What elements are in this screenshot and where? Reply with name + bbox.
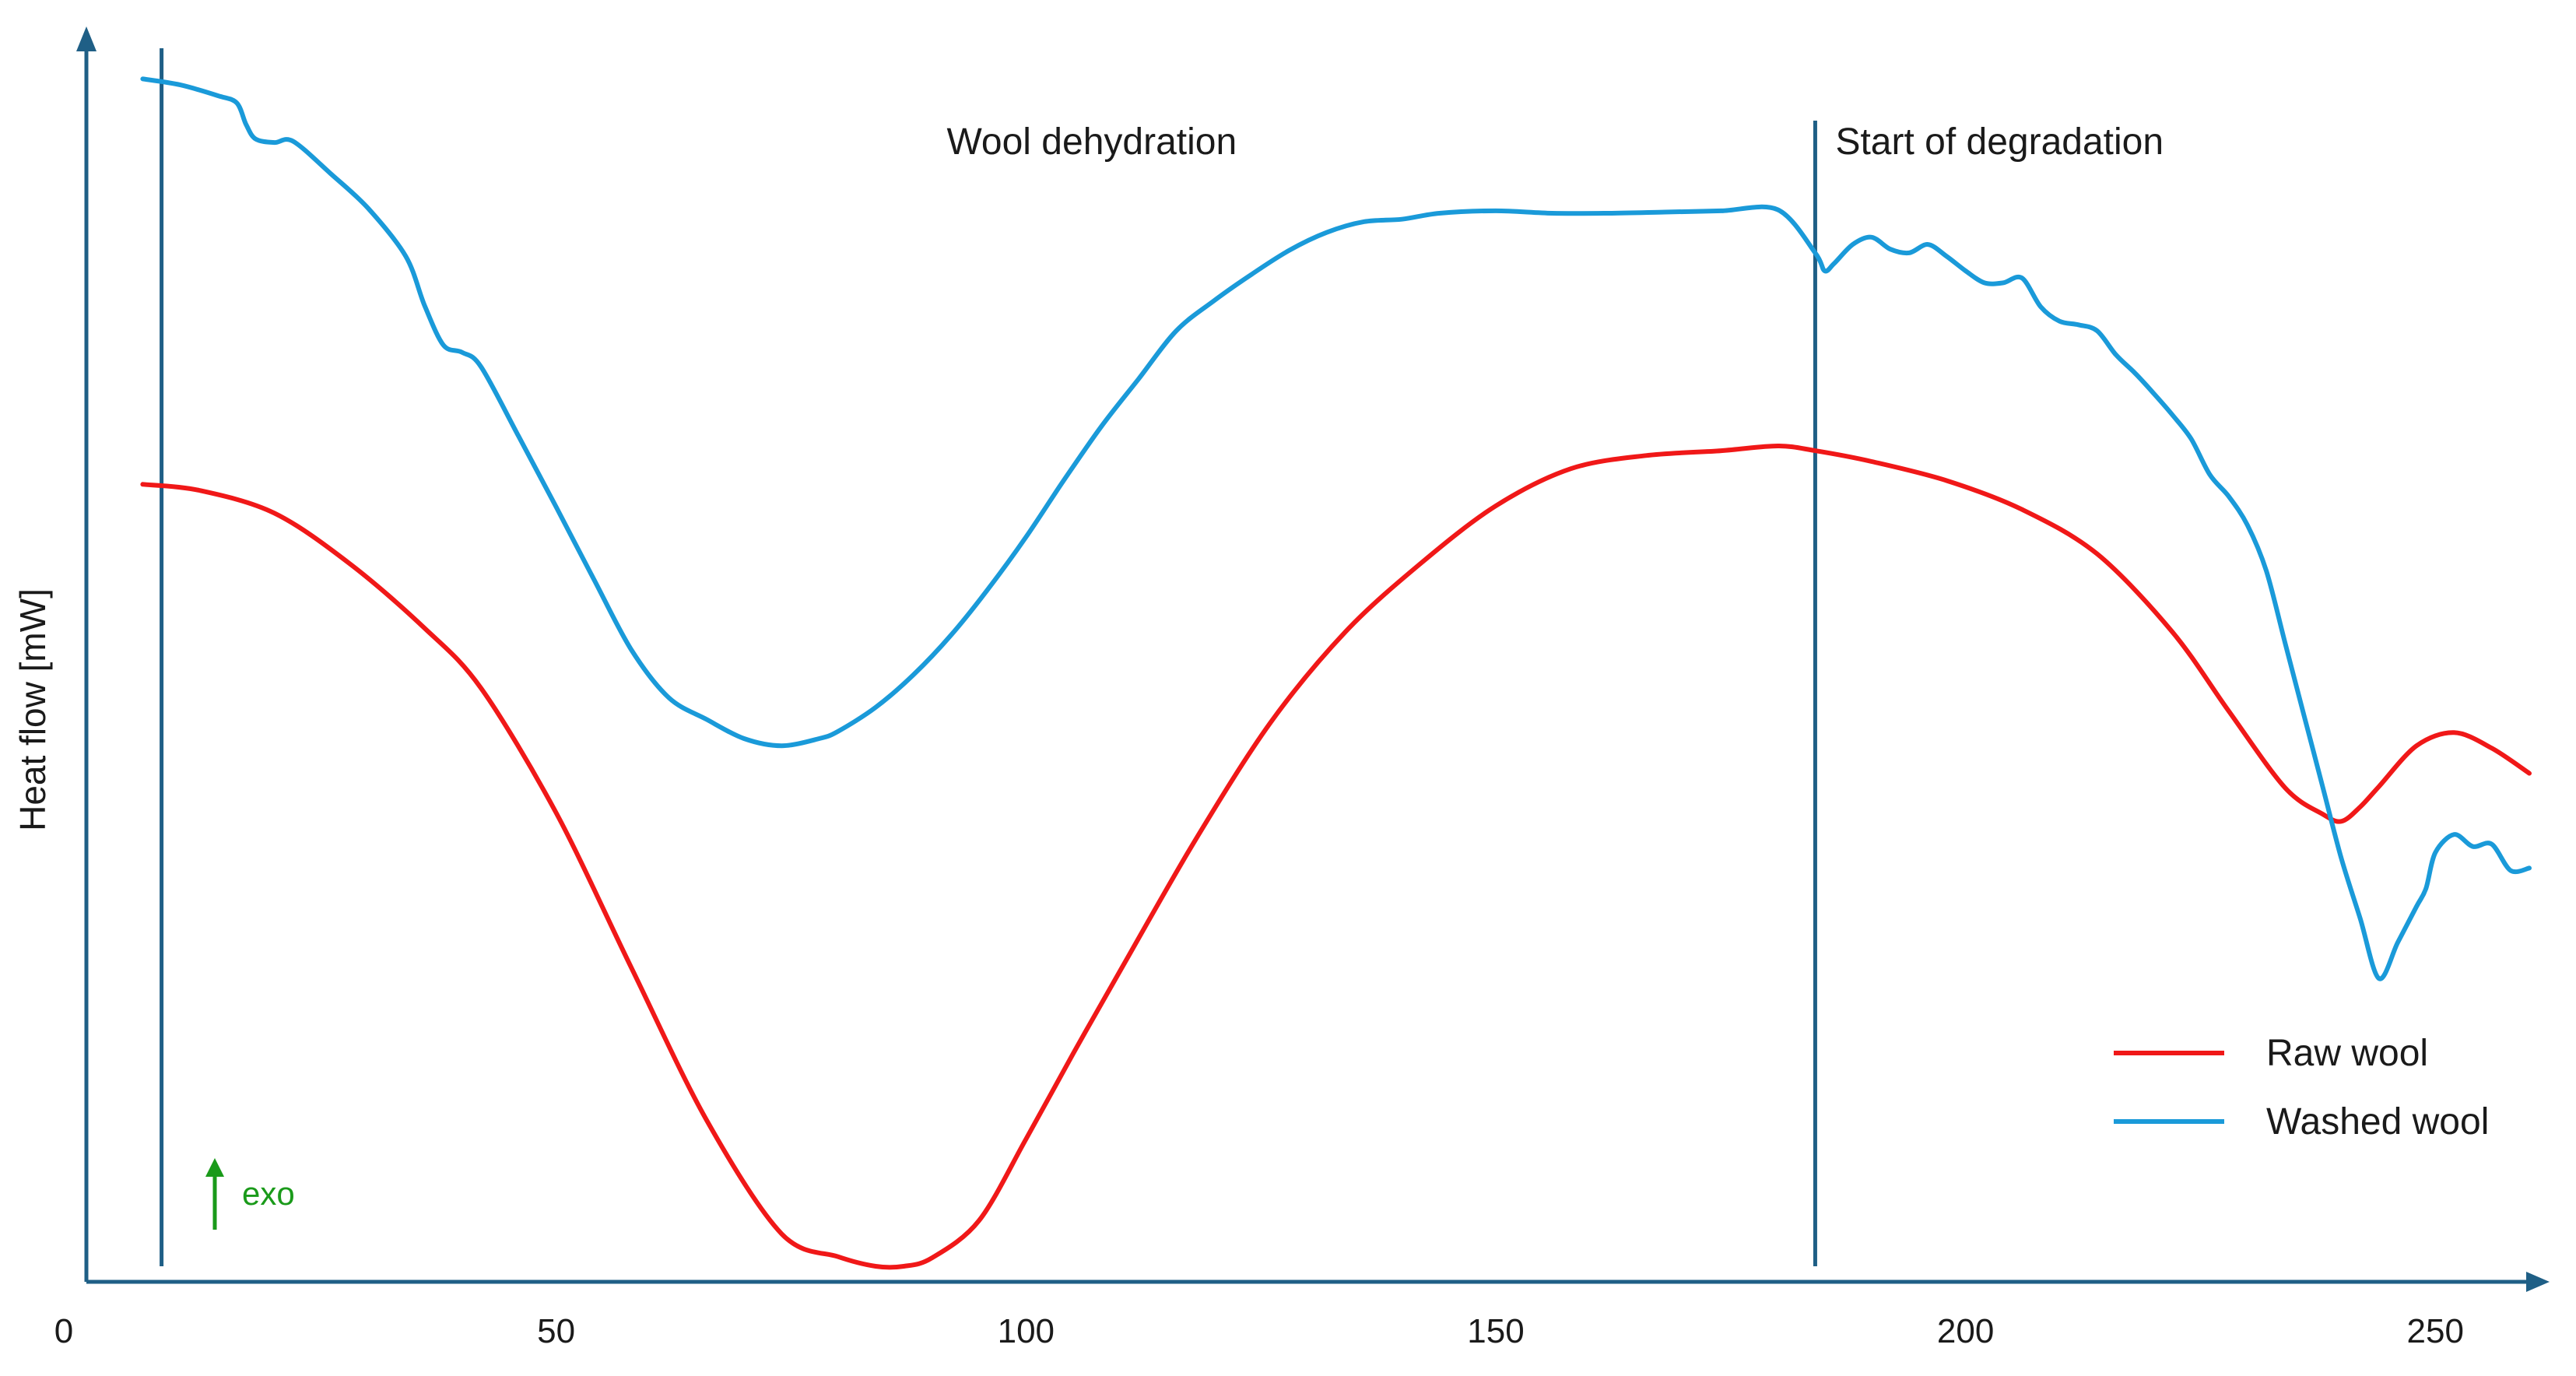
vertical-markers: Wool dehydration Start of degradation: [160, 48, 2164, 1266]
data-series: [140, 76, 2532, 1270]
legend-label: Washed wool: [2266, 1101, 2489, 1143]
y-axis-arrow-icon: [76, 26, 97, 51]
x-tick-label: 100: [998, 1312, 1055, 1350]
exo-arrowhead-icon: [205, 1158, 224, 1177]
exo-indicator: exo: [205, 1158, 295, 1230]
x-tick-label: 50: [537, 1312, 575, 1350]
x-tick-label: 200: [1937, 1312, 1994, 1350]
series-line-raw-wool: [140, 444, 2532, 1270]
x-tick-label: 250: [2407, 1312, 2464, 1350]
x-axis-arrow-icon: [2526, 1272, 2550, 1292]
y-axis-title: Heat flow [mW]: [12, 588, 53, 831]
x-tick-label: 0: [54, 1312, 73, 1350]
exo-label: exo: [242, 1175, 295, 1212]
marker-label: Wool dehydration: [946, 121, 1237, 163]
legend-label: Raw wool: [2266, 1033, 2428, 1074]
x-tick-label: 150: [1467, 1312, 1524, 1350]
x-tick-labels: 0 50 100 150 200 250: [54, 1312, 2464, 1350]
series-line-washed-wool: [140, 76, 2532, 981]
legend: Raw wool Washed wool: [2114, 1033, 2489, 1143]
marker-label: Start of degradation: [1835, 121, 2164, 163]
